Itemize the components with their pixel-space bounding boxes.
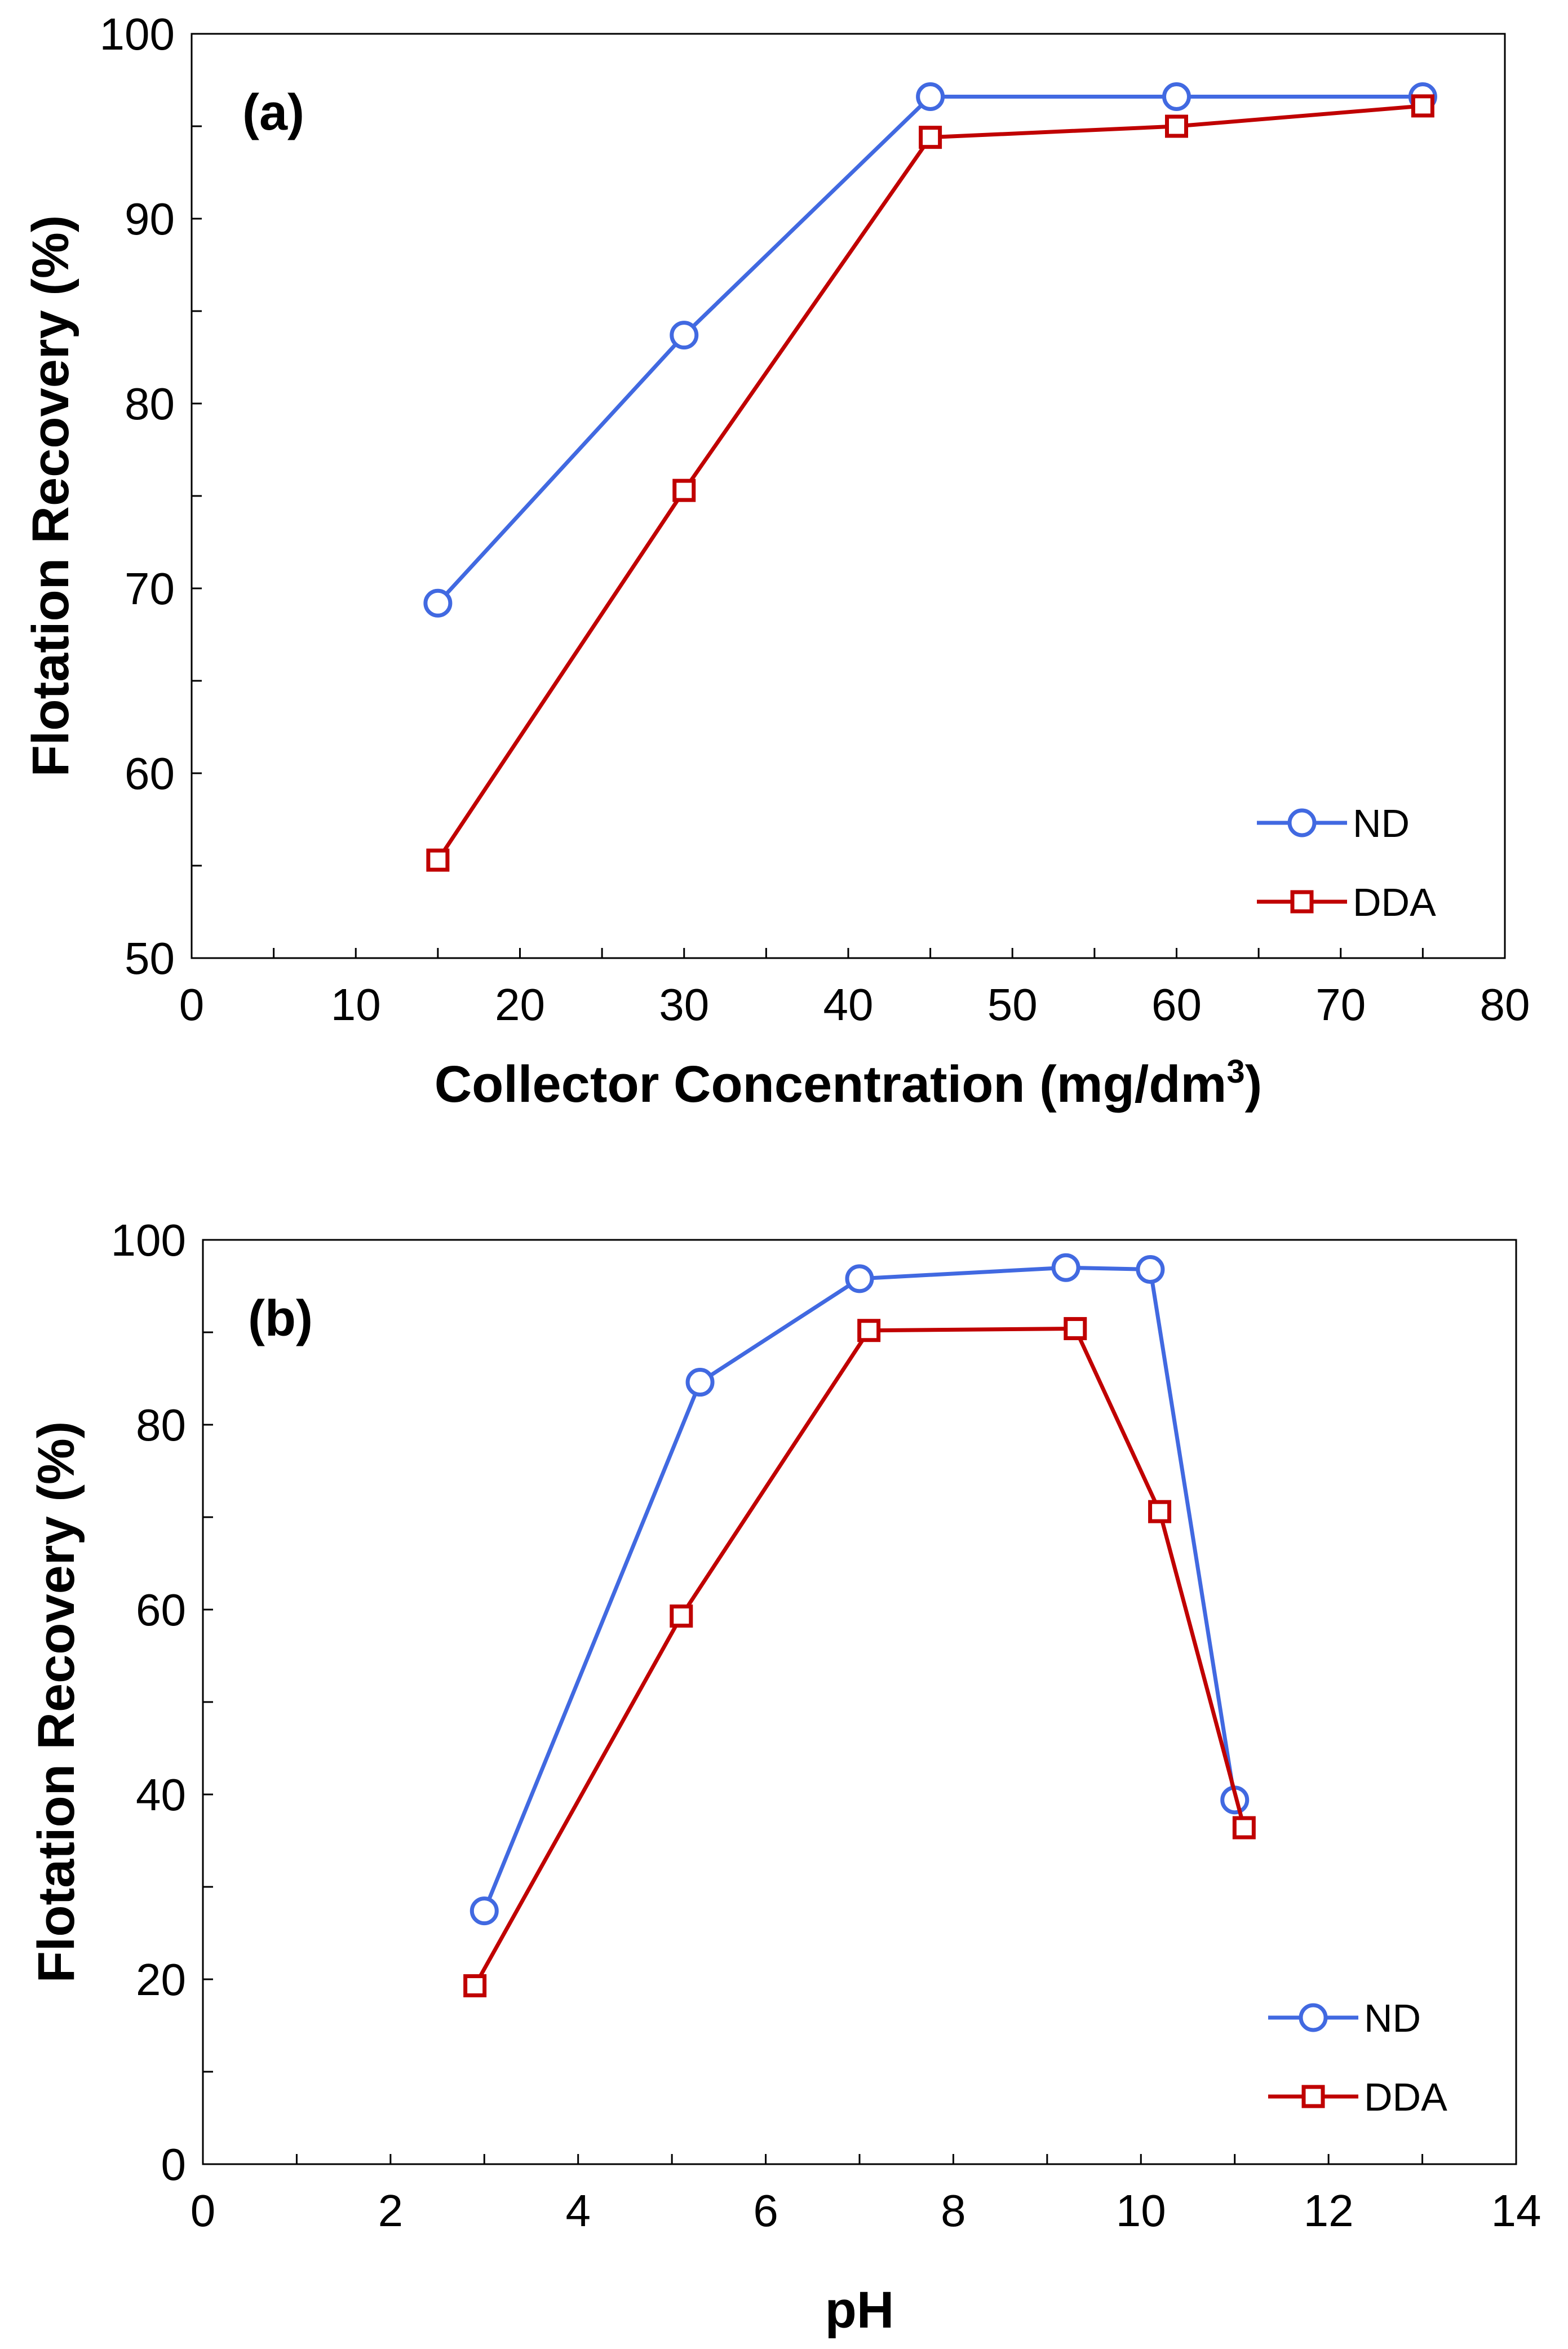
x-tick-label: 10: [331, 980, 381, 1030]
legend-marker: [1287, 808, 1317, 837]
series-line-nd: [436, 95, 1423, 605]
x-tick-label: 80: [1480, 980, 1530, 1030]
chart-panel-b: 0 2 4 6 8 10 12 14 0 20 40 60 80 100 pH Flotation Recov…: [28, 1215, 1541, 2339]
y-tick-label: 100: [100, 9, 175, 59]
data-point-dda: [919, 126, 942, 149]
data-point-dda: [1165, 114, 1188, 138]
x-axis-title: Collector Concentration (mg/dm3): [435, 1053, 1263, 1113]
legend-marker: [1301, 2085, 1325, 2108]
data-point-nd: [1162, 82, 1191, 112]
x-tick-label: 14: [1491, 2186, 1542, 2236]
data-point-dda: [1232, 1816, 1256, 1840]
series-line-dda: [436, 104, 1423, 862]
data-point-dda: [670, 1604, 693, 1628]
x-tick-label: 20: [495, 980, 545, 1030]
data-point-nd: [1136, 1255, 1165, 1284]
data-point-nd: [670, 321, 699, 350]
x-tick-label: 8: [941, 2186, 966, 2236]
data-point-nd: [845, 1264, 874, 1293]
x-tick-label: 0: [179, 980, 205, 1030]
x-tick-label: 70: [1315, 980, 1366, 1030]
legend-marker: [1299, 2003, 1328, 2032]
legend-marker: [1290, 890, 1314, 914]
data-point-dda: [672, 478, 696, 502]
panel-label: (b): [248, 1291, 313, 1347]
y-tick-label: 20: [136, 1954, 186, 2005]
x-tick-label: 10: [1116, 2186, 1166, 2236]
data-point-dda: [426, 848, 450, 872]
y-tick-label: 60: [136, 1585, 186, 1635]
y-tick-label: 40: [136, 1770, 186, 1820]
y-tick-label: 80: [136, 1400, 186, 1450]
legend-entry-nd: ND: [1257, 801, 1410, 845]
legend-entry-dda: DDA: [1268, 2075, 1447, 2119]
x-tick-label: 40: [823, 980, 874, 1030]
series-line-dda: [473, 1326, 1246, 1987]
x-tick-label: 4: [565, 2186, 591, 2236]
y-tick-label: 70: [125, 564, 175, 614]
y-tick-label: 50: [125, 933, 175, 983]
legend-entry-nd: ND: [1268, 1996, 1421, 2040]
data-point-nd: [916, 82, 945, 112]
legend-entry-dda: DDA: [1257, 880, 1436, 924]
series-dda: [426, 94, 1434, 872]
legend-label: ND: [1364, 1996, 1421, 2040]
x-tick-label: 30: [659, 980, 709, 1030]
data-point-dda: [463, 1974, 487, 1997]
data-point-nd: [1051, 1253, 1080, 1282]
data-point-dda: [1064, 1317, 1087, 1340]
x-tick-label: 50: [987, 980, 1038, 1030]
series-nd: [423, 82, 1437, 618]
x-axis-title: pH: [825, 2281, 894, 2339]
y-tick-label: 100: [111, 1215, 186, 1265]
x-tick-label: 0: [191, 2186, 216, 2236]
y-tick-label: 60: [125, 748, 175, 799]
x-tick-label: 12: [1304, 2186, 1354, 2236]
data-point-dda: [857, 1319, 881, 1342]
y-tick-label: 90: [125, 194, 175, 244]
y-tick-label: 80: [125, 379, 175, 429]
data-point-nd: [423, 588, 453, 618]
y-axis-title: Flotation Recovery (%): [28, 1421, 85, 1983]
data-point-nd: [469, 1896, 499, 1926]
x-tick-label: 60: [1151, 980, 1202, 1030]
legend-label: DDA: [1364, 2075, 1447, 2119]
series-dda: [463, 1317, 1256, 1997]
data-point-nd: [685, 1368, 715, 1397]
data-point-dda: [1148, 1500, 1172, 1523]
legend-label: ND: [1353, 801, 1410, 845]
y-tick-label: 0: [161, 2139, 187, 2190]
data-point-dda: [1411, 94, 1434, 118]
x-tick-label: 6: [753, 2186, 778, 2236]
series-line-nd: [482, 1265, 1237, 1912]
panel-label: (a): [242, 85, 304, 141]
chart-panel-a: 0 10 20 30 40 50 60 70 80 50 60 70 80 90 100 Collector …: [22, 9, 1530, 1113]
x-tick-label: 2: [378, 2186, 404, 2236]
series-nd: [469, 1253, 1250, 1926]
legend-label: DDA: [1353, 880, 1436, 924]
y-axis-title: Flotation Recovery (%): [22, 215, 79, 777]
